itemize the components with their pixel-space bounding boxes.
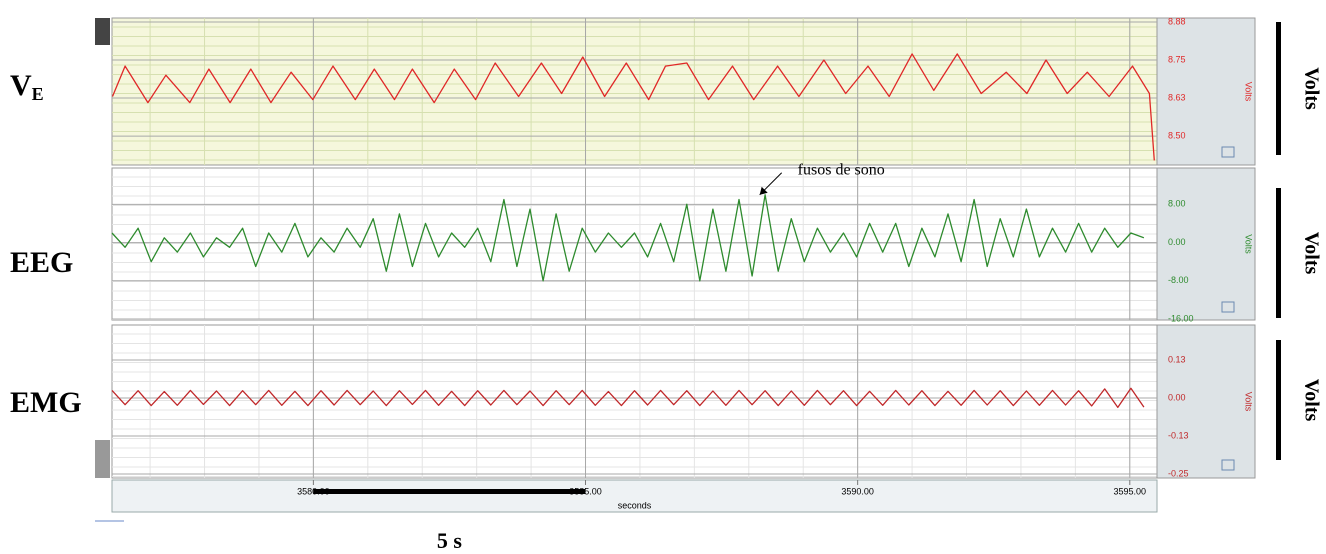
axis-panel (1156, 324, 1256, 479)
channel-name: V (10, 69, 32, 102)
channel-name: EEG (10, 246, 73, 279)
channel-label: EMG (10, 386, 82, 419)
axis-label: Volts (1244, 82, 1254, 102)
x-axis-title: seconds (618, 500, 652, 510)
scroll-handle[interactable] (95, 18, 110, 45)
unit-label: Volts (1300, 232, 1322, 275)
unit-label: Volts (1300, 67, 1322, 110)
annotation-text: fusos de sono (798, 161, 885, 178)
scroll-handle[interactable] (95, 440, 110, 478)
scale-bar-label: 5 s (437, 528, 463, 553)
unit-bar (1276, 22, 1281, 155)
plot-area (111, 324, 1158, 479)
panel-icon (1221, 146, 1235, 158)
scale-bar (313, 489, 586, 494)
y-tick-label: 8.63 (1168, 92, 1186, 102)
axis-label: Volts (1244, 234, 1254, 254)
y-tick-label: -8.00 (1168, 275, 1189, 285)
y-tick-label: 8.00 (1168, 199, 1186, 209)
unit-bar (1276, 188, 1281, 318)
arrow-head (759, 186, 768, 195)
y-tick-label: 8.88 (1168, 16, 1186, 26)
axis-panel (1156, 167, 1256, 321)
x-tick-label: 3595.00 (1114, 486, 1147, 496)
x-tick-label: 3590.00 (841, 486, 874, 496)
time-axis-panel (111, 479, 1158, 513)
panel-icon (1221, 301, 1235, 313)
trace (111, 194, 1145, 282)
y-tick-label: -0.25 (1168, 468, 1189, 478)
trace (111, 387, 1145, 409)
y-tick-label: 0.00 (1168, 237, 1186, 247)
y-tick-label: 8.50 (1168, 130, 1186, 140)
channel-subscript: E (32, 84, 44, 104)
channel-label: VE (10, 69, 44, 104)
channel-label: EEG (10, 246, 73, 279)
y-tick-label: -0.13 (1168, 430, 1189, 440)
axis-panel (1156, 17, 1256, 166)
y-tick-label: 8.75 (1168, 54, 1186, 64)
trace (111, 53, 1155, 161)
unit-label: Volts (1300, 379, 1322, 422)
unit-bar (1276, 340, 1281, 460)
axis-label: Volts (1244, 392, 1254, 412)
plot-area (111, 17, 1158, 166)
y-tick-label: 0.00 (1168, 392, 1186, 402)
y-tick-label: -16.00 (1168, 313, 1194, 323)
y-tick-label: 0.13 (1168, 354, 1186, 364)
channel-name: EMG (10, 386, 82, 419)
panel-icon (1221, 459, 1235, 471)
